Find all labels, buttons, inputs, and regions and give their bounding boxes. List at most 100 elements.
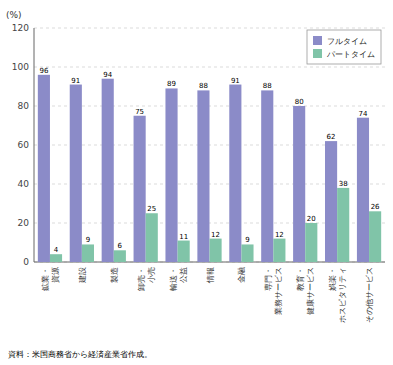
x-tick-label-line: 輸送・ [169,267,178,291]
x-tick: 情報 [206,267,215,284]
bar [146,213,158,262]
y-tick-label: 100 [12,62,29,72]
bar [70,85,82,262]
y-axis [34,28,35,262]
x-tick: 教育・健康サービス [296,267,315,315]
x-tick: 鉱業・資源 [41,267,60,291]
data-label: 88 [263,82,272,90]
data-label: 20 [307,215,316,223]
chart: 0204060801001209691947589889188806274496… [0,0,393,365]
x-tick-label-line: 小売 [147,267,156,283]
bar [210,239,222,262]
bar [305,223,317,262]
bar [293,106,305,262]
grid-line [34,67,385,68]
x-tick-label-line: 教育・ [296,267,305,291]
bar [241,244,253,262]
bar [337,188,349,262]
bar [50,254,62,262]
x-tick-label-line: 情報 [206,267,215,284]
data-label: 91 [231,77,240,85]
x-tick-label: 情報 [206,267,215,284]
legend-label: フルタイム [327,37,367,46]
x-tick: 建設 [78,267,87,284]
y-tick-label: 20 [18,218,30,228]
bar [178,241,190,262]
data-label: 9 [86,236,90,244]
legend-swatch [313,36,322,45]
bar [114,250,126,262]
legend-label: パートタイム [326,50,375,59]
bar [369,211,381,262]
y-tick-label: 80 [18,101,30,111]
data-label: 26 [371,203,380,211]
data-label: 94 [103,71,112,79]
x-tick-label: その他サービス [365,267,374,323]
x-tick-label-line: 専門・ [264,267,273,291]
bar [165,88,177,262]
data-label: 88 [199,82,208,90]
x-tick: 製造 [110,267,119,283]
x-tick-label: 娯楽・ホスピタリティ [328,267,347,323]
x-tick-label-line: 娯楽・ [328,267,337,291]
data-labels: 9691947589889188806274496251112912203826 [39,67,380,254]
data-label: 62 [327,133,336,141]
legend-swatch [313,49,322,58]
x-tick-label-line: 金融 [237,267,246,283]
bar [261,90,273,262]
bar [273,239,285,262]
data-label: 12 [211,231,220,239]
bar [197,90,209,262]
data-label: 11 [179,233,188,241]
data-label: 25 [147,205,156,213]
x-tick: 金融 [237,267,246,283]
x-tick-label: 建設 [78,267,87,284]
bars [38,75,381,262]
bar [325,141,337,262]
data-label: 9 [245,236,249,244]
data-label: 89 [167,80,176,88]
bar [134,116,146,262]
legend-box [307,30,381,64]
x-tick-label-line: ホスピタリティ [338,267,347,323]
x-tick-label: 金融 [237,267,246,283]
x-tick-label-line: 建設 [78,267,87,284]
y-axis-label: (%) [6,10,22,20]
x-tick: 卸売・小売 [137,267,156,291]
bar [357,118,369,262]
x-tick-label-line: 卸売・ [137,267,146,291]
y-tick-label: 60 [18,140,30,150]
x-tick: 専門・業務サービス [264,267,283,315]
data-label: 12 [275,231,284,239]
annotation: 資料：米国商務省から経済産業省作成。 [8,350,152,359]
x-tick-label: 専門・業務サービス [264,267,283,315]
data-label: 38 [339,180,348,188]
grid-line [34,28,385,29]
data-label: 80 [295,98,304,106]
x-tick-label-line: その他サービス [365,267,374,323]
x-tick-label: 鉱業・資源 [41,267,60,291]
x-tick-label-line: 資源 [51,267,60,283]
x-tick: その他サービス [365,267,374,323]
x-tick-label-line: 公益 [179,267,188,283]
x-tick-label: 卸売・小売 [137,267,156,291]
data-label: 96 [39,67,48,75]
bar [82,244,94,262]
data-label: 6 [118,242,123,250]
y-tick-label: 120 [12,23,29,33]
x-tick: 輸送・公益 [169,267,188,291]
y-tick-label: 0 [23,257,29,267]
bar [38,75,50,262]
y-tick-label: 40 [18,179,30,189]
legend: フルタイムパートタイム [307,30,381,64]
bar [102,79,114,262]
x-tick-label: 製造 [110,267,119,283]
data-label: 75 [135,108,144,116]
data-label: 74 [359,110,368,118]
x-tick-label: 輸送・公益 [169,267,188,291]
x-tick-label-line: 業務サービス [274,267,283,315]
bar [229,85,241,262]
x-tick-label: 教育・健康サービス [296,267,315,315]
x-tick-label-line: 健康サービス [306,267,315,315]
x-tick-label-line: 鉱業・ [41,267,50,291]
